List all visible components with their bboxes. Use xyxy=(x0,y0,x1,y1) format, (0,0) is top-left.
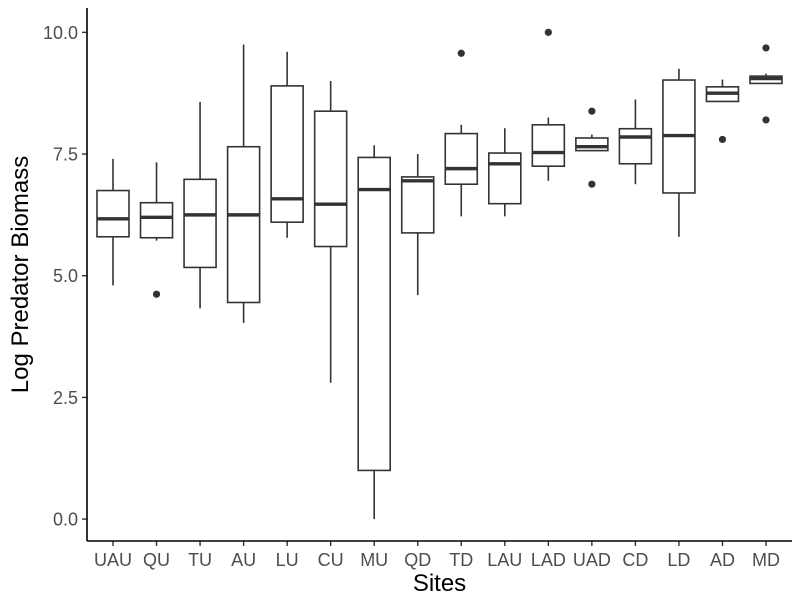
y-tick-label: 2.5 xyxy=(53,388,78,408)
y-tick-label: 10.0 xyxy=(43,23,78,43)
box-td xyxy=(444,49,479,217)
x-tick-label: TD xyxy=(449,550,473,570)
box-ld xyxy=(662,68,696,237)
outlier-point xyxy=(588,107,596,115)
x-tick-label: UAD xyxy=(573,550,611,570)
box-qd xyxy=(400,154,435,296)
box-iqr xyxy=(618,127,653,165)
x-tick-label: UAU xyxy=(94,550,132,570)
outlier-point xyxy=(588,180,596,188)
box-iqr xyxy=(531,124,566,167)
outlier-point xyxy=(762,44,770,52)
x-tick-label: MD xyxy=(752,550,780,570)
outlier-point xyxy=(152,290,161,298)
x-tick-label: QD xyxy=(404,550,431,570)
box-qu xyxy=(139,162,174,298)
x-axis-ticks: UAU QU TU AU LU CU MU QD TD LAU LAD UAD CD LD AD MD xyxy=(94,541,780,570)
box-md xyxy=(749,44,783,124)
x-tick-label: TU xyxy=(188,550,212,570)
y-tick-label: 5.0 xyxy=(53,266,78,286)
x-tick-label: LU xyxy=(276,550,299,570)
box-iqr xyxy=(139,201,174,239)
x-tick-label: AD xyxy=(710,550,735,570)
box-iqr xyxy=(183,178,217,269)
outlier-point xyxy=(718,135,727,144)
x-tick-label: MU xyxy=(360,550,388,570)
x-tick-label: LAD xyxy=(531,550,566,570)
box-tu xyxy=(183,101,217,309)
box-au xyxy=(226,44,261,323)
box-mu xyxy=(357,145,392,520)
box-iqr xyxy=(444,132,479,186)
box-iqr xyxy=(226,145,261,304)
box-iqr xyxy=(575,137,609,152)
box-iqr xyxy=(313,110,348,248)
box-lad xyxy=(531,28,566,181)
box-iqr xyxy=(357,156,392,472)
box-uad xyxy=(575,107,609,188)
x-tick-label: CD xyxy=(622,550,648,570)
box-uau xyxy=(96,158,130,286)
box-iqr xyxy=(96,189,130,238)
x-tick-label: LD xyxy=(667,550,690,570)
box-ad xyxy=(705,79,740,144)
x-tick-label: AU xyxy=(231,550,256,570)
outlier-point xyxy=(762,116,770,124)
box-iqr xyxy=(487,152,522,205)
box-iqr xyxy=(400,176,435,234)
box-iqr xyxy=(270,85,304,223)
y-axis-title: Log Predator Biomass xyxy=(7,156,34,393)
box-group xyxy=(96,28,783,520)
x-tick-label: QU xyxy=(143,550,170,570)
y-tick-label: 7.5 xyxy=(53,145,78,165)
outlier-point xyxy=(544,28,552,36)
box-lau xyxy=(487,128,522,217)
box-cd xyxy=(618,99,653,185)
box-lu xyxy=(270,51,304,238)
y-axis-ticks: 0.0 2.5 5.0 7.5 10.0 xyxy=(43,23,87,530)
x-tick-label: LAU xyxy=(487,550,522,570)
y-tick-label: 0.0 xyxy=(53,510,78,530)
outlier-point xyxy=(457,49,465,57)
box-cu xyxy=(313,81,348,383)
x-axis-title: Sites xyxy=(413,570,466,597)
x-tick-label: CU xyxy=(318,550,344,570)
